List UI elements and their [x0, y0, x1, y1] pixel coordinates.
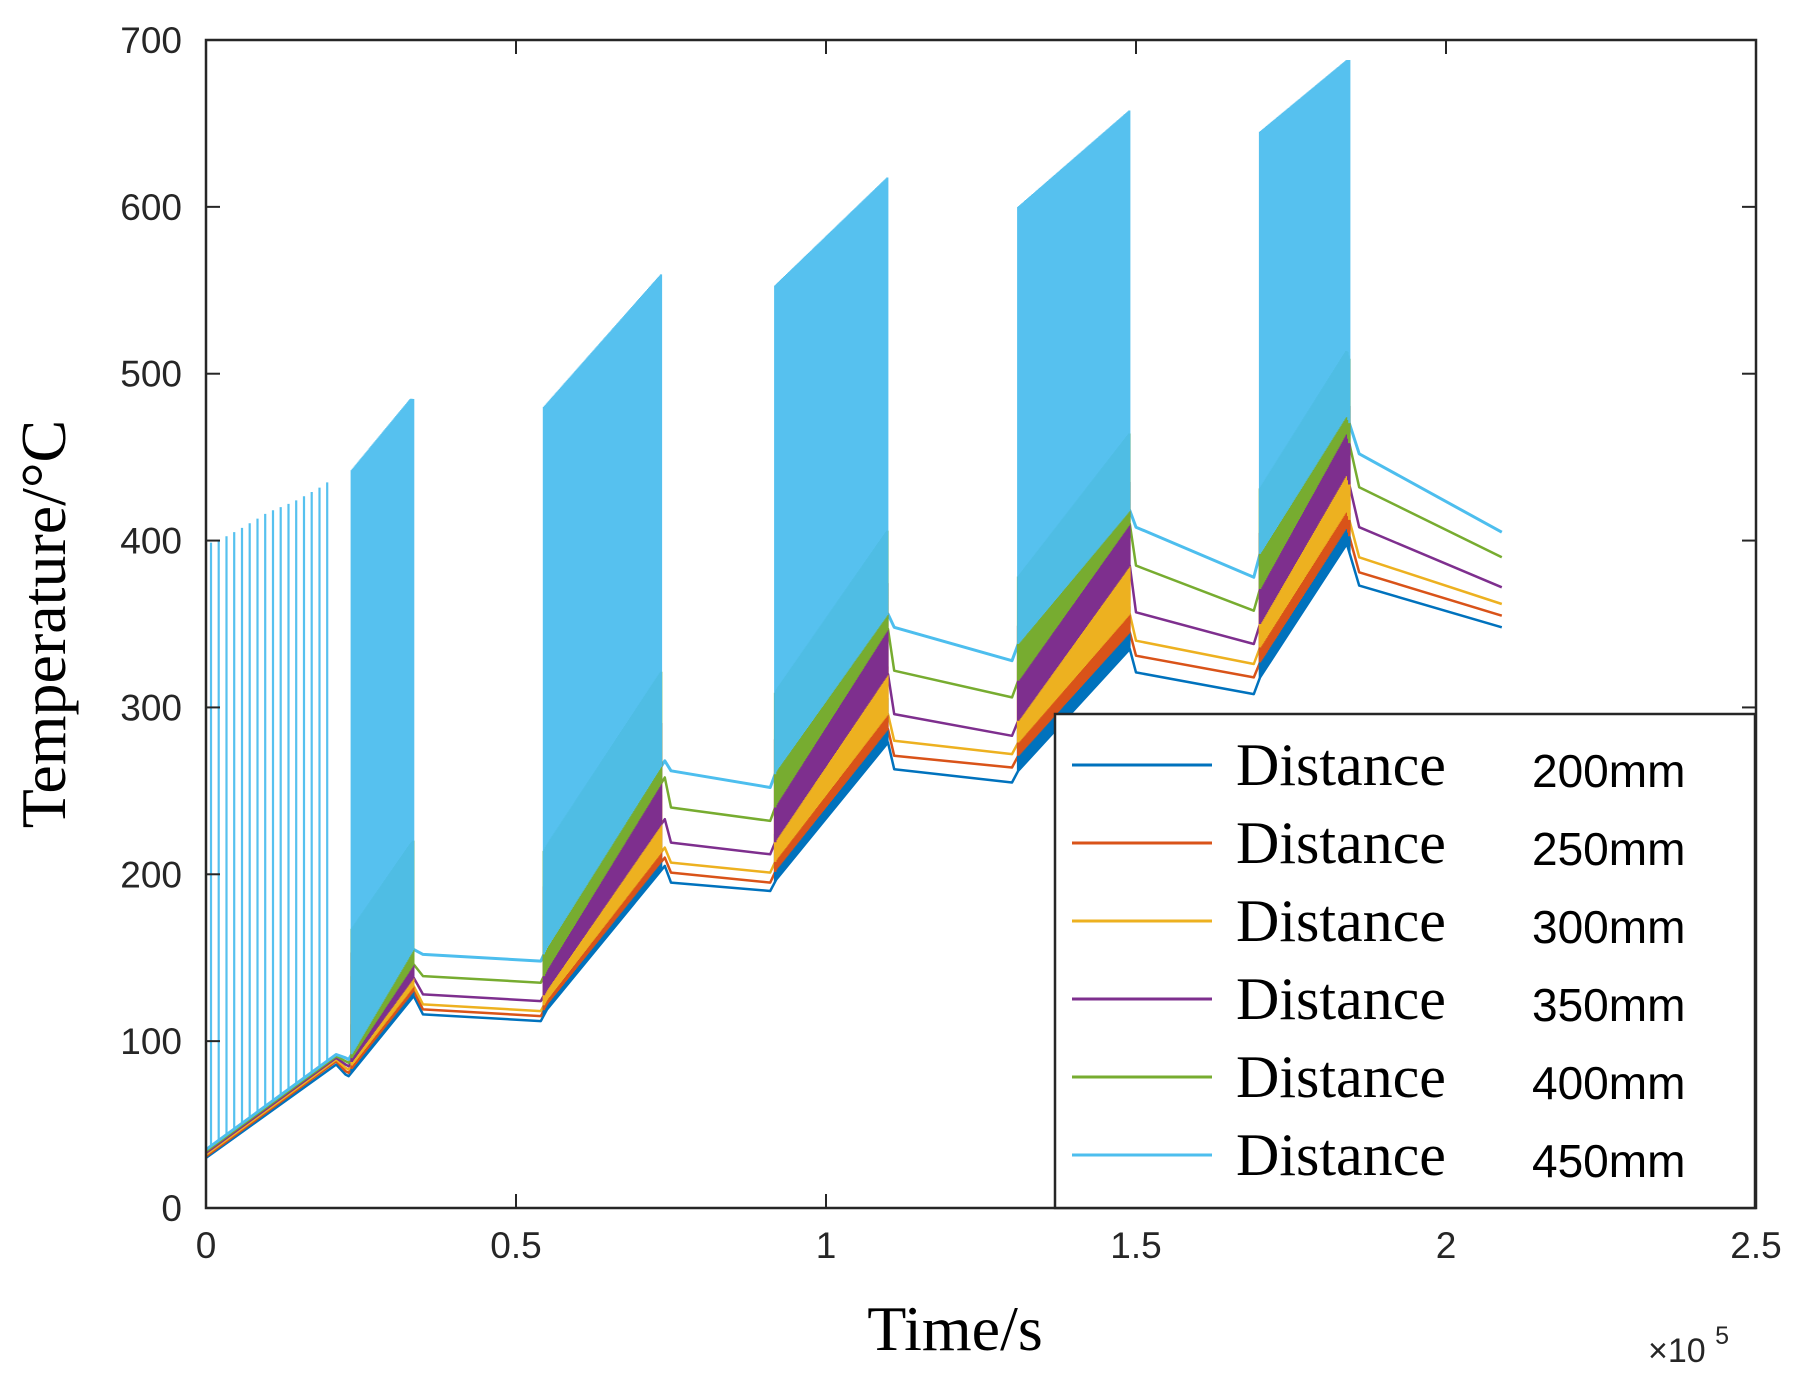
x-axis-multiplier: ×10 5 [1648, 1322, 1729, 1370]
legend-label-word: Distance [1236, 966, 1446, 1032]
x-axis-multiplier-exponent: 5 [1715, 1322, 1729, 1350]
legend-label-value: 250mm [1532, 823, 1685, 875]
y-tick-label: 200 [120, 854, 182, 895]
x-tick-label: 1 [816, 1225, 837, 1266]
legend: Distance 200mm Distance 250mm Distance 300mm D… [1053, 712, 1757, 1210]
y-tick-label: 400 [120, 521, 182, 562]
x-axis-title: Time/s [867, 1293, 1043, 1364]
legend-label-value: 450mm [1532, 1135, 1685, 1187]
x-tick-label: 0 [196, 1225, 217, 1266]
y-tick-label: 500 [120, 354, 182, 395]
legend-box [1053, 712, 1757, 1210]
label-layer: 0 0.5 1 1.5 2 2.5 0 100 200 300 400 500 600 700 [120, 20, 1781, 1266]
x-tick-label: 2 [1436, 1225, 1457, 1266]
legend-label-value: 400mm [1532, 1057, 1685, 1109]
legend-label-word: Distance [1236, 732, 1446, 798]
data-layer [206, 60, 1503, 1159]
y-tick-label: 600 [120, 187, 182, 228]
x-axis-multiplier-base: ×10 [1648, 1332, 1706, 1370]
legend-label-word: Distance [1236, 888, 1446, 954]
y-tick-label: 0 [161, 1188, 182, 1229]
y-axis-title: Temperature/°C [8, 420, 79, 829]
x-tick-label: 1.5 [1110, 1225, 1161, 1266]
x-tick-label: 0.5 [490, 1225, 541, 1266]
plot-frame [204, 38, 1758, 1210]
legend-label-value: 300mm [1532, 901, 1685, 953]
x-tick-label: 2.5 [1730, 1225, 1781, 1266]
y-tick-label: 300 [120, 687, 182, 728]
legend-label-word: Distance [1236, 810, 1446, 876]
legend-label-value: 200mm [1532, 745, 1685, 797]
legend-label-word: Distance [1236, 1044, 1446, 1110]
y-tick-label: 100 [120, 1021, 182, 1062]
y-tick-label: 700 [120, 20, 182, 61]
series-spikes-450mm [209, 60, 1351, 1146]
legend-label-word: Distance [1236, 1122, 1446, 1188]
legend-label-value: 350mm [1532, 979, 1685, 1031]
